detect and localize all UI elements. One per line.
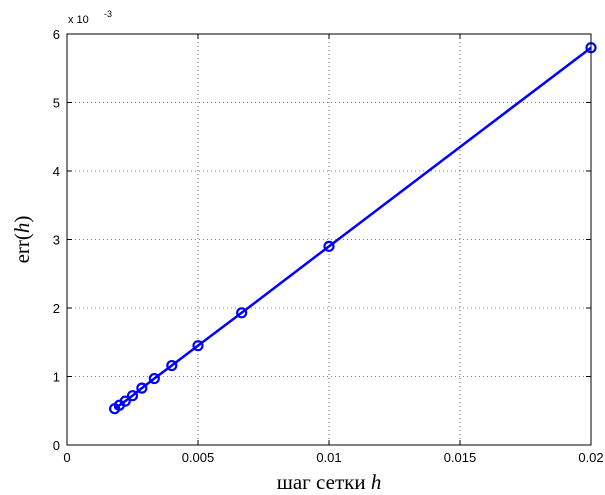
y-axis-exponent: x 10 -3	[68, 9, 112, 26]
grid-lines	[67, 34, 591, 445]
data-point-marker	[166, 359, 178, 372]
series-line	[113, 46, 592, 410]
series-layer	[109, 42, 597, 415]
data-point-marker	[109, 403, 121, 415]
x-tick-label: 0.005	[182, 450, 215, 465]
data-point-marker	[323, 240, 335, 252]
axis-ticks: 0 0.005 0.01 0.015 0.02 0 1 2 3 4 5 6	[53, 27, 604, 465]
x-axis-label-text: шаг сетки	[277, 470, 371, 494]
data-point-marker	[192, 340, 204, 352]
data-point-marker	[136, 382, 148, 394]
data-point-marker	[236, 307, 248, 319]
y-exponent-base: x 10	[68, 14, 89, 26]
y-axis-label-prefix: err(	[10, 233, 34, 263]
data-point-marker	[126, 390, 139, 402]
x-tick-label: 0.02	[578, 450, 603, 465]
y-axis-label-suffix: )	[10, 216, 34, 223]
y-tick-label: 5	[53, 96, 60, 111]
y-tick-label: 1	[53, 370, 60, 385]
x-tick-label: 0.01	[316, 450, 341, 465]
y-tick-label: 6	[53, 27, 60, 42]
y-exponent-power: -3	[104, 9, 112, 19]
data-point-marker	[148, 372, 160, 385]
y-axis-label: err(h)	[10, 216, 34, 264]
y-axis-label-var: h	[10, 223, 34, 234]
x-axis-label: шаг сетки h	[277, 470, 382, 494]
y-tick-label: 4	[53, 164, 60, 179]
y-tick-label: 0	[53, 438, 60, 453]
y-tick-label: 2	[53, 301, 60, 316]
y-tick-label: 3	[53, 233, 60, 248]
x-tick-label: 0.015	[444, 450, 477, 465]
x-tick-label: 0	[63, 450, 70, 465]
x-axis-label-var: h	[371, 470, 382, 494]
plot-frame	[66, 33, 592, 446]
